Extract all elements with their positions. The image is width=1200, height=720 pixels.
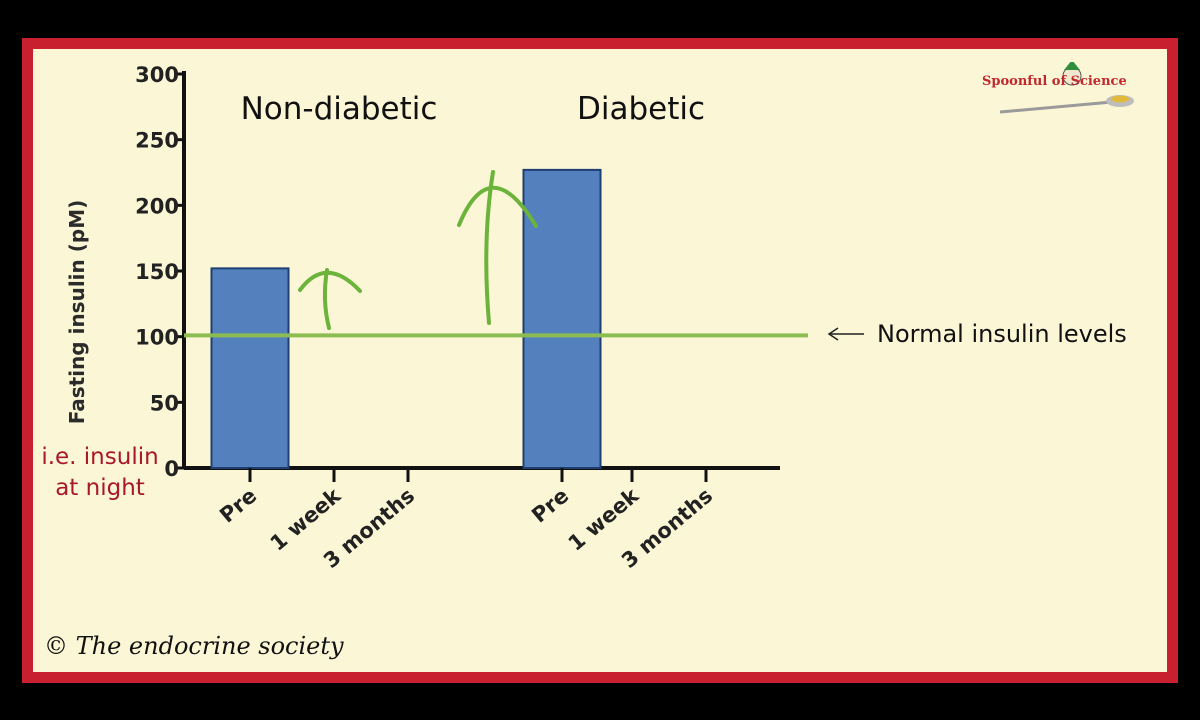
reference-annotation: Normal insulin levels [827, 320, 1127, 348]
x-tick-label: Pre [527, 483, 573, 527]
y-tick-label: 300 [135, 63, 179, 87]
y-tick-label: 150 [135, 260, 179, 284]
y-tick-label: 100 [135, 326, 179, 350]
spoon-icon [999, 62, 1134, 114]
y-tick-label: 0 [164, 457, 179, 481]
group-title-non-diabetic: Non-diabetic [241, 91, 438, 127]
logo-text: Spoonful of Science [982, 74, 1127, 89]
left-arrow-icon [827, 327, 839, 341]
reference-label: Normal insulin levels [877, 320, 1127, 348]
y-tick-label: 200 [135, 194, 179, 218]
y-axis-label: Fasting insulin (pM) [65, 200, 89, 424]
bar [522, 168, 602, 470]
spoonful-of-science-logo: Spoonful of Science [980, 62, 1140, 124]
up-arrow-icon [298, 268, 362, 330]
copyright-notice: © The endocrine society [44, 632, 344, 660]
side-note-line-2: at night [55, 475, 145, 501]
side-note-line-1: i.e. insulin [41, 444, 158, 470]
up-arrow-icon [457, 170, 538, 325]
y-tick-label: 250 [135, 129, 179, 153]
x-tick-label: Pre [215, 483, 261, 527]
bar [210, 267, 290, 469]
group-title-diabetic: Diabetic [577, 91, 705, 127]
y-tick-label: 50 [150, 391, 179, 415]
